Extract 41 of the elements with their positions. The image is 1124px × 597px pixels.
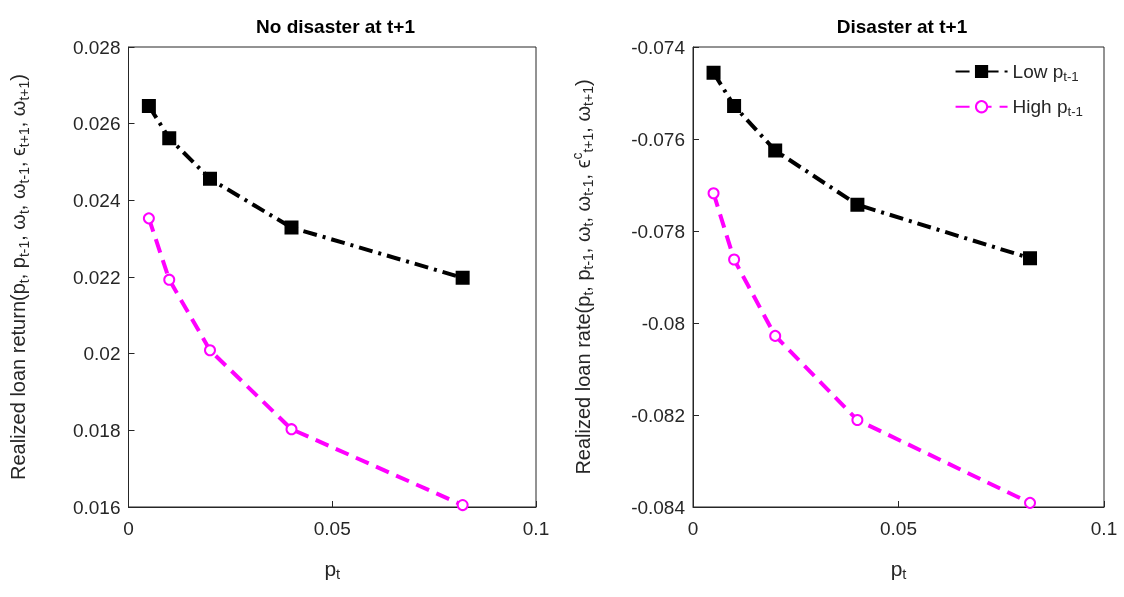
x-tick-label: 0.1 xyxy=(1090,518,1118,539)
point xyxy=(851,414,864,427)
point xyxy=(162,131,177,146)
chart-title: Disaster at t+1 xyxy=(836,16,968,37)
point xyxy=(141,99,156,114)
point xyxy=(204,344,216,357)
point xyxy=(203,171,217,186)
y-tick-label: -0.074 xyxy=(631,36,686,58)
x-tick-label: 0.1 xyxy=(522,518,550,539)
point xyxy=(284,220,299,235)
x-tick-label: 0.05 xyxy=(880,518,917,539)
y-tick-label: 0.02 xyxy=(83,343,121,365)
y-tick-label: 0.026 xyxy=(72,113,121,135)
y-tick-label: 0.028 xyxy=(72,36,121,58)
point xyxy=(1024,496,1037,509)
y-tick-label: -0.084 xyxy=(631,496,686,518)
point xyxy=(728,253,741,266)
point xyxy=(706,65,721,80)
point xyxy=(163,273,176,286)
point xyxy=(455,270,470,285)
y-tick-label: 0.024 xyxy=(72,189,121,211)
y-tick-label: -0.08 xyxy=(641,312,685,334)
y-tick-label: -0.082 xyxy=(631,404,685,426)
chart-title: No disaster at t+1 xyxy=(256,16,416,37)
point xyxy=(850,197,865,212)
y-tick-label: -0.078 xyxy=(631,220,685,242)
y-tick-label: 0.022 xyxy=(72,266,121,288)
y-tick-label: 0.016 xyxy=(72,496,121,518)
point xyxy=(707,187,720,200)
y-tick-label: -0.076 xyxy=(631,128,685,150)
point xyxy=(769,329,782,342)
point xyxy=(727,98,742,113)
point xyxy=(456,499,469,512)
point xyxy=(768,143,783,158)
point xyxy=(285,423,298,436)
y-tick-label: 0.018 xyxy=(72,419,121,441)
x-tick-label: 0 xyxy=(123,518,134,539)
x-tick-label: 0.05 xyxy=(313,518,351,539)
point xyxy=(142,212,155,225)
point xyxy=(1023,251,1038,266)
x-tick-label: 0 xyxy=(687,518,699,539)
